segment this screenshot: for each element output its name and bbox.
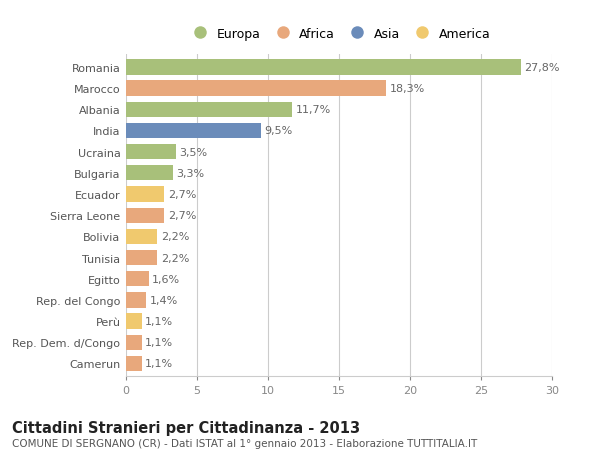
Legend: Europa, Africa, Asia, America: Europa, Africa, Asia, America: [182, 23, 496, 46]
Text: 2,2%: 2,2%: [161, 253, 189, 263]
Text: 3,3%: 3,3%: [176, 168, 205, 179]
Bar: [126, 81, 386, 96]
Text: 3,5%: 3,5%: [179, 147, 208, 157]
Bar: [126, 356, 142, 371]
Text: 11,7%: 11,7%: [296, 105, 331, 115]
Text: 18,3%: 18,3%: [389, 84, 425, 94]
Bar: [126, 102, 292, 118]
Bar: [126, 60, 521, 75]
Bar: [126, 145, 176, 160]
Bar: [126, 272, 149, 287]
Bar: [126, 314, 142, 329]
Text: 2,7%: 2,7%: [168, 211, 196, 221]
Bar: [126, 335, 142, 350]
Text: 2,2%: 2,2%: [161, 232, 189, 242]
Text: COMUNE DI SERGNANO (CR) - Dati ISTAT al 1° gennaio 2013 - Elaborazione TUTTITALI: COMUNE DI SERGNANO (CR) - Dati ISTAT al …: [12, 438, 477, 448]
Text: 1,1%: 1,1%: [145, 316, 173, 326]
Bar: [126, 166, 173, 181]
Text: 9,5%: 9,5%: [265, 126, 293, 136]
Text: 1,6%: 1,6%: [152, 274, 181, 284]
Bar: [126, 293, 146, 308]
Bar: [126, 123, 261, 139]
Text: 2,7%: 2,7%: [168, 190, 196, 200]
Text: 1,1%: 1,1%: [145, 358, 173, 369]
Text: 1,4%: 1,4%: [149, 295, 178, 305]
Text: Cittadini Stranieri per Cittadinanza - 2013: Cittadini Stranieri per Cittadinanza - 2…: [12, 420, 360, 435]
Bar: [126, 187, 164, 202]
Bar: [126, 208, 164, 224]
Bar: [126, 251, 157, 266]
Text: 1,1%: 1,1%: [145, 337, 173, 347]
Bar: [126, 229, 157, 245]
Text: 27,8%: 27,8%: [524, 63, 560, 73]
